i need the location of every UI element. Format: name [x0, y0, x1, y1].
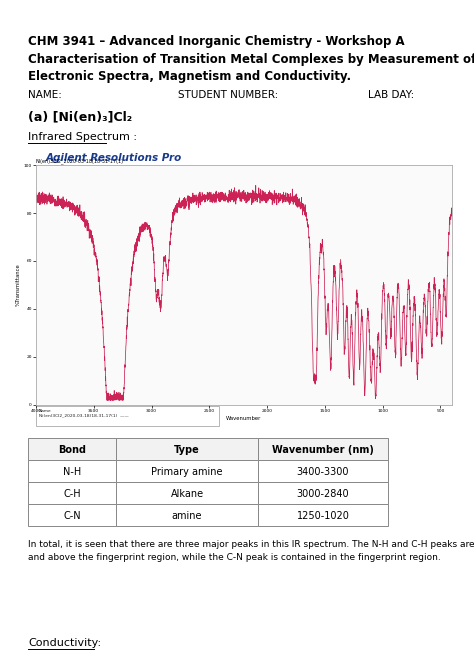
Bar [28, 482, 116, 504]
Bar [28, 460, 116, 482]
Bar [258, 482, 388, 504]
Text: 3000-2840: 3000-2840 [297, 489, 349, 499]
Text: Name
Ni(en)3Cl2_2020-03-18(18-31-17(1)  ——: Name Ni(en)3Cl2_2020-03-18(18-31-17(1) —… [39, 409, 129, 417]
Bar [258, 438, 388, 460]
Bar [28, 504, 116, 526]
Bar [258, 504, 388, 526]
Text: C-H: C-H [63, 489, 81, 499]
Text: (a) [Ni(en)₃]Cl₂: (a) [Ni(en)₃]Cl₂ [28, 110, 132, 123]
Bar [116, 504, 258, 526]
Text: CHM 3941 – Advanced Inorganic Chemistry - Workshop A: CHM 3941 – Advanced Inorganic Chemistry … [28, 35, 405, 48]
Text: Wavenumber (nm): Wavenumber (nm) [272, 445, 374, 455]
Text: N-H: N-H [63, 467, 81, 477]
Text: STUDENT NUMBER:: STUDENT NUMBER: [178, 90, 278, 100]
Text: C-N: C-N [63, 511, 81, 521]
Bar [28, 438, 116, 460]
Text: LAB DAY:: LAB DAY: [368, 90, 414, 100]
Text: C-N
amine: C-N amine [331, 355, 359, 378]
Bar [116, 482, 258, 504]
Text: N-H
primary
amine: N-H primary amine [85, 345, 115, 375]
Text: Alkane: Alkane [171, 489, 203, 499]
Y-axis label: %Transmittance: %Transmittance [16, 264, 21, 307]
Text: In total, it is seen that there are three major peaks in this IR spectrum. The N: In total, it is seen that there are thre… [28, 540, 474, 562]
Bar [36, 406, 219, 426]
Text: amine: amine [172, 511, 202, 521]
Text: Primary amine: Primary amine [151, 467, 223, 477]
Bar [116, 438, 258, 460]
Text: Infrared Spectrum :: Infrared Spectrum : [28, 132, 137, 142]
Text: 3400-3300: 3400-3300 [297, 467, 349, 477]
Text: Conductivity:: Conductivity: [28, 638, 101, 648]
Text: Bond: Bond [58, 445, 86, 455]
Text: 1250-1020: 1250-1020 [297, 511, 349, 521]
Text: Characterisation of Transition Metal Complexes by Measurement of
Electronic Spec: Characterisation of Transition Metal Com… [28, 53, 474, 83]
X-axis label: Wavenumber: Wavenumber [226, 416, 262, 421]
Bar [258, 460, 388, 482]
Text: Type: Type [174, 445, 200, 455]
Text: C-H
alkane: C-H alkane [223, 258, 253, 280]
Text: Ni(en)3Cl2_2020-03-18(18-31-17(1): Ni(en)3Cl2_2020-03-18(18-31-17(1) [36, 158, 124, 164]
Text: NAME:: NAME: [28, 90, 62, 100]
Text: Agilent Resolutions Pro: Agilent Resolutions Pro [46, 153, 182, 163]
Bar [116, 460, 258, 482]
